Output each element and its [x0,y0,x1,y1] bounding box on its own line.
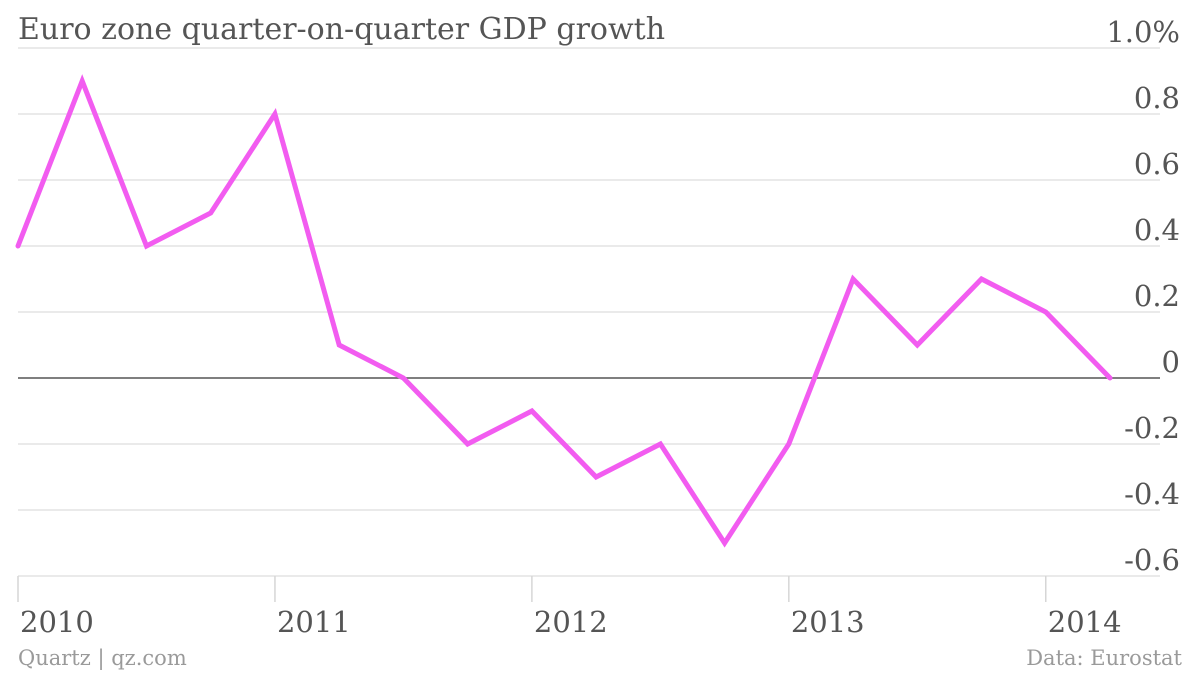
y-tick-label: -0.2 [1124,411,1180,445]
y-tick-label: 0 [1162,345,1180,379]
x-tick-label: 2011 [277,605,351,639]
y-tick-label: 0.2 [1134,279,1180,313]
x-tick-label: 2012 [534,605,608,639]
y-tick-label: 0.6 [1134,147,1180,181]
chart-title: Euro zone quarter-on-quarter GDP growth [18,12,666,47]
x-tick-label: 2014 [1048,605,1122,639]
footer-source: Data: Eurostat [1026,646,1182,670]
y-tick-label: -0.4 [1124,477,1180,511]
y-tick-label: -0.6 [1124,543,1180,577]
y-tick-label: 1.0% [1106,15,1180,49]
x-tick-label: 2010 [20,605,94,639]
footer-credit: Quartz | qz.com [18,646,187,670]
y-tick-label: 0.8 [1134,81,1180,115]
y-tick-label: 0.4 [1134,213,1180,247]
series-line [15,74,1113,548]
x-tick-label: 2013 [791,605,865,639]
